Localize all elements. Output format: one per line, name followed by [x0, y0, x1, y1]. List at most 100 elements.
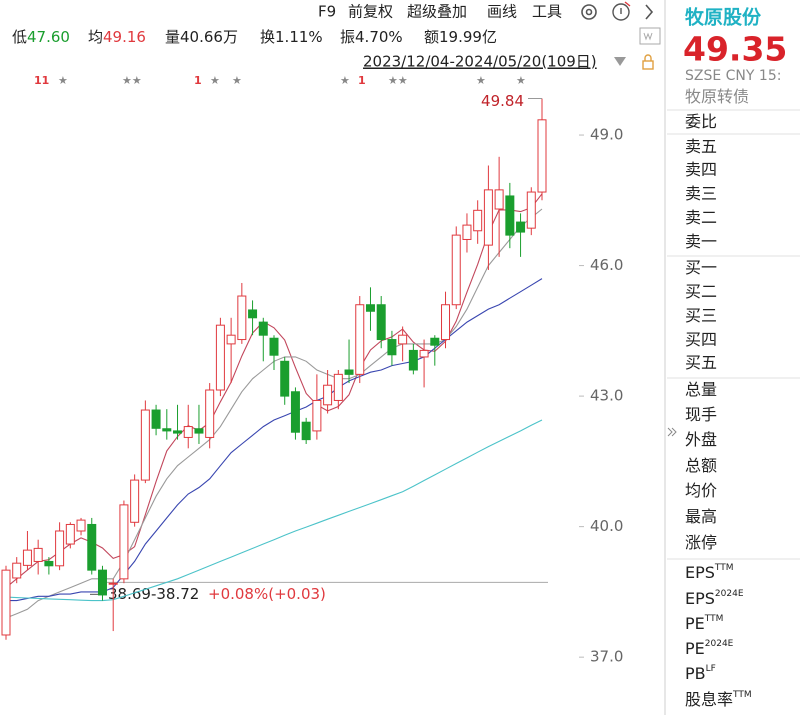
- candle-body: [258, 321, 268, 336]
- candle-body: [12, 562, 22, 579]
- stat: 均49.16: [88, 28, 146, 46]
- lock-icon[interactable]: [642, 54, 654, 70]
- candle-body: [130, 479, 140, 523]
- quote-field: 买一: [685, 258, 717, 277]
- moving-average: [5, 419, 543, 602]
- candle-body: [97, 569, 107, 596]
- field-label: 卖三: [685, 184, 717, 203]
- field-label: EPS: [685, 589, 715, 608]
- wp-icon[interactable]: [639, 27, 661, 45]
- stat-value: 40.66万: [180, 28, 238, 46]
- candle-body: [387, 339, 397, 356]
- quote-field: 卖三: [685, 184, 717, 203]
- field-label: 卖二: [685, 208, 717, 227]
- field-label: 买一: [685, 258, 717, 277]
- event-marker: 1: [358, 74, 366, 87]
- event-marker: ★: [210, 74, 220, 87]
- candle-body: [408, 349, 418, 371]
- candle-body: [87, 523, 97, 571]
- event-marker: 11: [34, 74, 49, 87]
- quote-field: EPSTTM: [685, 563, 734, 582]
- stock-name: 牧原股份: [685, 6, 762, 29]
- candle-body: [22, 549, 32, 566]
- quote-field: 外盘: [685, 430, 717, 449]
- event-marker: ★: [516, 74, 526, 87]
- field-label: 委比: [685, 112, 717, 131]
- expand-icon[interactable]: [667, 427, 677, 437]
- field-label: PE: [685, 639, 705, 658]
- stat: 量40.66万: [165, 28, 238, 46]
- quote-field: 牧原转债: [685, 87, 749, 106]
- field-label: 卖四: [685, 160, 717, 179]
- quote-field: 买五: [685, 353, 717, 372]
- quote-field: 买三: [685, 306, 717, 325]
- candle-body: [365, 304, 375, 312]
- stat-value: 49.16: [103, 28, 146, 46]
- candle-body: [248, 309, 258, 319]
- toolbar-button[interactable]: 画线: [487, 3, 517, 21]
- candle-body: [483, 189, 493, 246]
- candle-body: [226, 334, 236, 345]
- quote-field: 股息率TTM: [685, 690, 752, 709]
- candle-body: [473, 209, 483, 232]
- candle-body: [441, 304, 451, 341]
- candle-body: [194, 428, 204, 434]
- stat: 额19.99亿: [424, 28, 497, 46]
- quote-field: PE2024E: [685, 639, 734, 658]
- field-superscript: 2024E: [705, 639, 734, 649]
- candle-body: [462, 224, 472, 240]
- settings-icon[interactable]: [581, 4, 597, 20]
- field-superscript: TTM: [714, 563, 734, 573]
- field-label: PB: [685, 664, 706, 683]
- quote-field: 卖一: [685, 232, 717, 251]
- candle-body: [215, 324, 225, 391]
- field-label: 买四: [685, 330, 717, 349]
- field-label: 牧原转债: [685, 87, 749, 106]
- toolbar-button[interactable]: 前复权: [348, 3, 393, 21]
- candle-body: [205, 389, 215, 438]
- candle-body: [419, 349, 429, 358]
- candle-body: [237, 295, 247, 341]
- stat-label: 量: [165, 28, 180, 46]
- y-tick-label: 46.0: [590, 256, 623, 274]
- info-icon[interactable]: [612, 1, 631, 21]
- quote-field: 委比: [685, 112, 717, 131]
- quote-field: PBLF: [685, 664, 716, 683]
- field-superscript: 2024E: [715, 589, 744, 599]
- toolbar-button[interactable]: F9: [318, 3, 336, 21]
- event-marker: ★: [232, 74, 242, 87]
- quote-field: 卖二: [685, 208, 717, 227]
- quote-field: 卖四: [685, 160, 717, 179]
- field-superscript: LF: [706, 664, 716, 674]
- candle-body: [65, 523, 75, 545]
- field-label: 总量: [685, 380, 717, 399]
- change-label: +0.08%(+0.03): [208, 585, 326, 603]
- field-superscript: TTM: [732, 690, 752, 700]
- stat-value: 19.99亿: [439, 28, 497, 46]
- candle-body: [140, 409, 150, 481]
- event-marker: ★: [476, 74, 486, 87]
- stat-label: 振: [340, 28, 355, 46]
- stat: 换1.11%: [260, 28, 323, 46]
- field-label: 涨停: [685, 533, 717, 552]
- collapse-icon[interactable]: [645, 4, 654, 20]
- stock-price: 49.35: [683, 30, 787, 69]
- field-label: 买二: [685, 282, 717, 301]
- stat-value: 47.60: [27, 28, 70, 46]
- field-label: 均价: [685, 481, 717, 500]
- y-tick-label: 40.0: [590, 517, 623, 535]
- dropdown-icon[interactable]: [614, 57, 626, 66]
- toolbar-button[interactable]: 超级叠加: [407, 3, 467, 21]
- candle-body: [526, 191, 536, 229]
- stat-label: 低: [12, 28, 27, 46]
- stat: 低47.60: [12, 28, 70, 46]
- quote-field: 涨停: [685, 533, 717, 552]
- candle-body: [312, 399, 322, 432]
- field-label: 卖五: [685, 137, 717, 156]
- field-label: 买五: [685, 353, 717, 372]
- stat: 振4.70%: [340, 28, 403, 46]
- toolbar-button[interactable]: 工具: [532, 3, 562, 21]
- event-marker: ★★: [388, 74, 408, 87]
- candle-body: [398, 334, 408, 345]
